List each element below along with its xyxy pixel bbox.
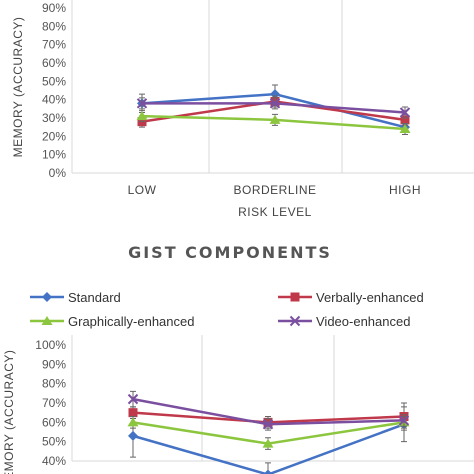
y-tick-label: 50% [42, 435, 66, 449]
y-tick-label: 40% [42, 454, 66, 468]
data-point [127, 393, 139, 405]
top-y-axis-label: MEMORY (ACCURACY) [11, 17, 25, 158]
data-point [269, 98, 281, 109]
data-point [399, 107, 411, 118]
data-point [128, 430, 138, 441]
bottom-series [127, 390, 410, 474]
series-graphically-enhanced [136, 110, 411, 135]
y-tick-label: 10% [42, 148, 66, 162]
legend-item-video-enhanced: Video-enhanced [278, 314, 410, 329]
section-title: GIST COMPONENTS [128, 243, 332, 262]
data-point [400, 115, 410, 125]
y-tick-label: 80% [42, 377, 66, 391]
legend-label: Standard [68, 290, 121, 305]
y-tick-label: 40% [42, 93, 66, 107]
data-point [136, 98, 148, 109]
legend: Standard Verbally-enhanced Graphically-enh… [30, 290, 424, 329]
legend-marker [289, 315, 301, 327]
x-tick-label: LOW [128, 183, 157, 197]
x-tick-label: HIGH [389, 183, 421, 197]
y-tick-label: 90% [42, 1, 66, 15]
legend-item-graphically-enhanced: Graphically-enhanced [30, 314, 194, 329]
y-tick-label: 70% [42, 38, 66, 52]
y-tick-label: 50% [42, 74, 66, 88]
top-y-tick-labels: 0% 10% 20% 30% 40% 50% 60% 70% 80% 90% [42, 1, 66, 180]
data-point [399, 124, 411, 133]
legend-label: Video-enhanced [316, 314, 410, 329]
top-x-axis-label: RISK LEVEL [238, 205, 312, 219]
error-bar [265, 462, 271, 474]
y-tick-label: 90% [42, 357, 66, 371]
data-point [269, 114, 281, 124]
data-point [262, 419, 274, 430]
x-tick-label: BORDERLINE [233, 183, 316, 197]
data-point [263, 469, 273, 474]
top-x-tick-labels: LOW BORDERLINE HIGH [128, 183, 421, 197]
data-point [136, 111, 148, 121]
top-series [136, 84, 411, 135]
legend-item-verbally-enhanced: Verbally-enhanced [278, 290, 424, 305]
data-point [127, 417, 139, 427]
bottom-y-axis-label: MEMORY (ACCURACY) [2, 350, 16, 474]
legend-marker [290, 292, 300, 302]
y-tick-label: 80% [42, 19, 66, 33]
y-tick-label: 20% [42, 129, 66, 143]
y-tick-label: 0% [49, 166, 67, 180]
bottom-gridlines [71, 335, 474, 462]
data-point [128, 408, 138, 418]
data-point [262, 438, 274, 448]
y-tick-label: 30% [42, 111, 66, 125]
data-point [398, 415, 410, 426]
y-tick-label: 60% [42, 56, 66, 70]
accuracy-chart-top: 0% 10% 20% 30% 40% 50% 60% 70% 80% 90% LOW BORDERL… [11, 0, 474, 219]
top-gridlines [71, 0, 474, 174]
legend-label: Verbally-enhanced [316, 290, 424, 305]
y-tick-label: 70% [42, 396, 66, 410]
series-video-enhanced [127, 390, 410, 431]
series-line [132, 423, 405, 474]
series-video-enhanced [136, 97, 411, 119]
y-tick-label: 60% [42, 415, 66, 429]
accuracy-chart-bottom: 40% 50% 60% 70% 80% 90% 100% MEMORY (ACCURACY) [2, 335, 474, 474]
data-point [270, 89, 280, 100]
series-graphically-enhanced [127, 416, 410, 450]
legend-label: Graphically-enhanced [68, 314, 194, 329]
bottom-y-tick-labels: 40% 50% 60% 70% 80% 90% 100% [35, 338, 66, 468]
legend-item-standard: Standard [30, 290, 121, 305]
legend-marker [42, 292, 52, 302]
y-tick-label: 100% [35, 338, 66, 352]
legend-marker [41, 316, 53, 325]
